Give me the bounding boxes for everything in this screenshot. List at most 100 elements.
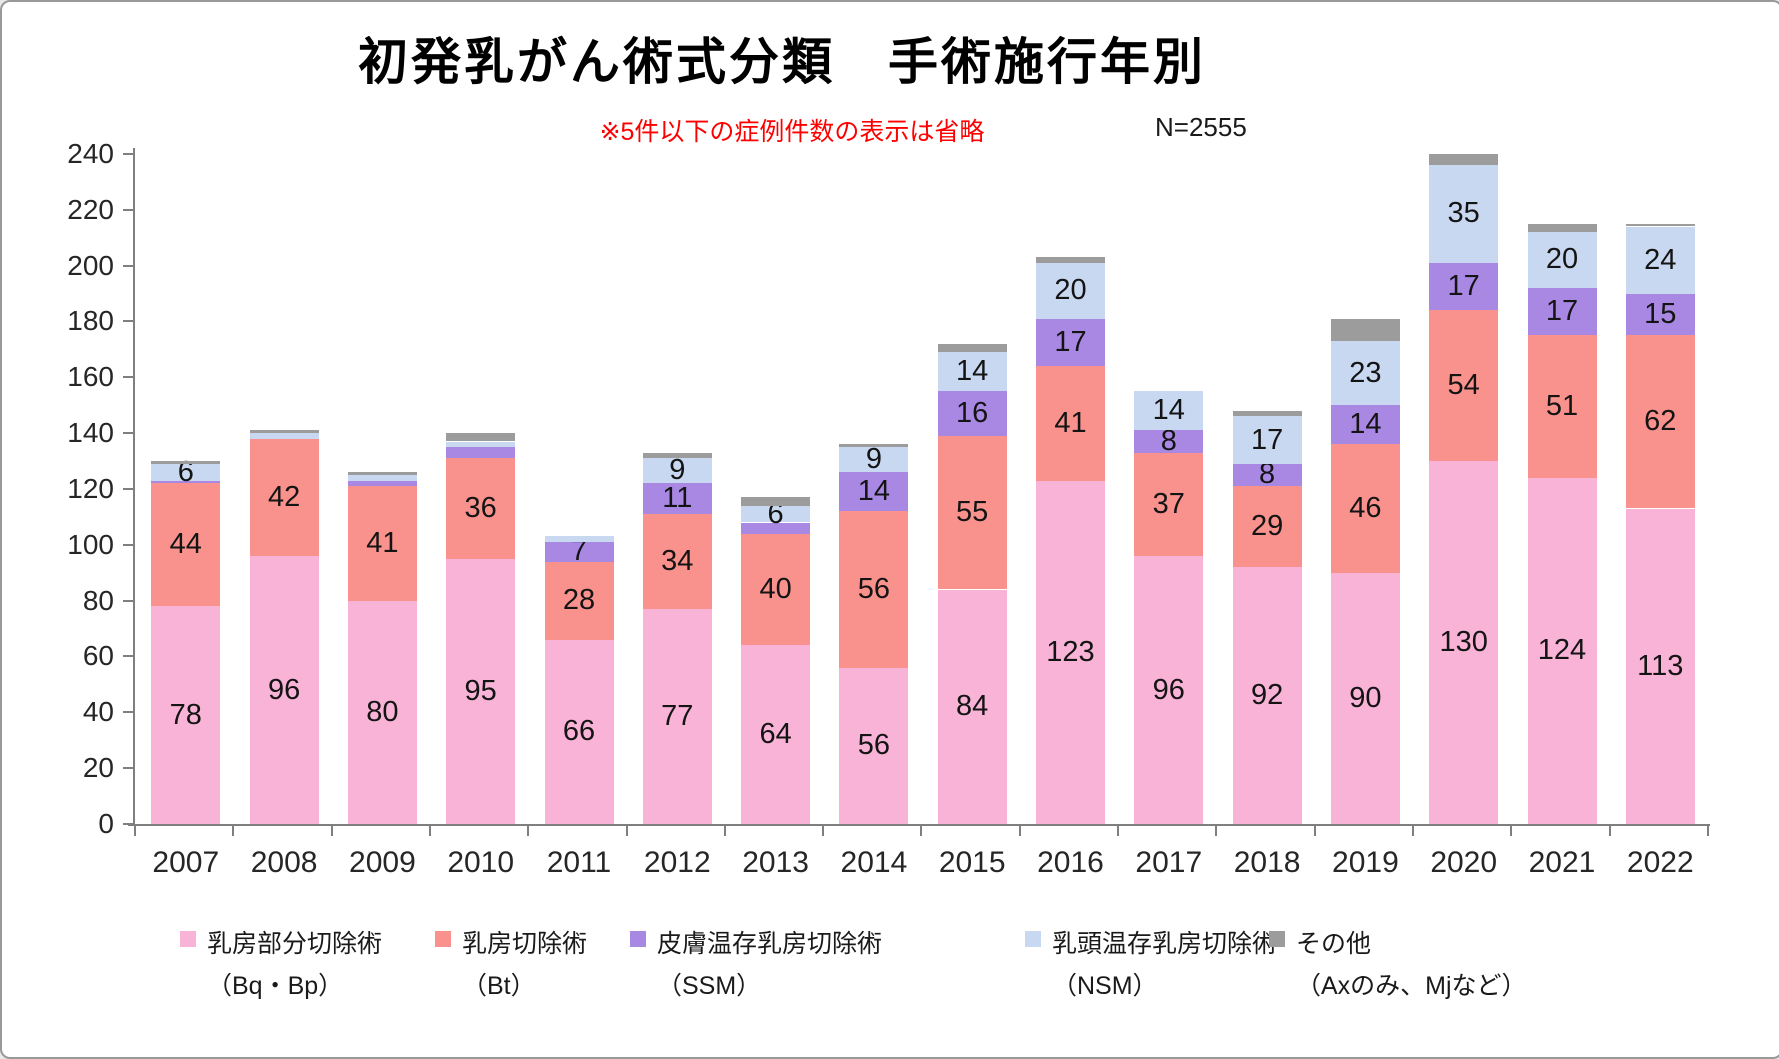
bar-segment [544, 536, 614, 542]
y-axis-tick-mark [123, 543, 133, 546]
bar-segment: 96 [249, 556, 319, 824]
x-axis-category-label: 2014 [840, 846, 908, 879]
exclusion-note: ※5件以下の症例件数の表示は省略 [599, 118, 985, 146]
segment-value-label: 20 [1545, 243, 1579, 276]
segment-value-label: 14 [1349, 408, 1382, 441]
bar-segment: 6 [741, 499, 811, 528]
bar-segment [1232, 410, 1302, 417]
x-axis-tick-mark [1706, 824, 1709, 836]
x-axis-category-label: 2022 [1626, 846, 1694, 879]
segment-value-label: 66 [562, 715, 596, 748]
legend-series-name: 皮膚温存乳房切除術 [657, 930, 883, 958]
segment-value-label: 14 [956, 355, 989, 388]
bar-segment: 16 [937, 391, 1007, 436]
legend-series-name: 乳頭温存乳房切除術 [1052, 930, 1278, 958]
bar-segment: 46 [1330, 444, 1400, 573]
segment-value-label: 17 [1054, 325, 1087, 358]
segment-value-label: 17 [1250, 423, 1284, 456]
segment-value-label: 42 [267, 480, 301, 513]
x-axis-category-label: 2020 [1430, 846, 1498, 879]
bar-segment: 41 [347, 486, 417, 601]
segment-value-label: 41 [1054, 406, 1087, 439]
bar-segment: 9 [839, 445, 909, 474]
legend-series-code: （Bq・Bp） [207, 972, 344, 1000]
legend-swatch [1025, 931, 1041, 947]
y-axis-tick-mark [123, 655, 133, 658]
bar-segment [741, 497, 811, 506]
segment-value-label: 78 [169, 698, 202, 731]
bar-segment: 34 [642, 514, 712, 609]
x-axis-category-label: 2013 [742, 846, 809, 879]
bar-segment [1429, 153, 1499, 166]
segment-value-label: 6 [177, 455, 194, 488]
x-axis-tick-mark [1411, 824, 1414, 836]
x-axis-category-label: 2021 [1528, 846, 1596, 879]
x-axis-category-label: 2009 [349, 846, 416, 879]
bar-segment: 90 [1330, 572, 1400, 824]
x-axis-tick-mark [1313, 824, 1316, 836]
y-axis-tick-mark [123, 711, 133, 714]
bar-segment: 51 [1527, 335, 1597, 478]
segment-value-label: 62 [1644, 405, 1677, 438]
x-axis-category-label: 2007 [152, 846, 220, 879]
y-axis-tick-label: 60 [82, 640, 114, 672]
x-axis-category-label: 2012 [643, 846, 711, 879]
legend-series-name: 乳房切除術 [462, 930, 588, 958]
x-axis-category-label: 2011 [546, 846, 612, 879]
segment-value-label: 20 [1054, 274, 1087, 307]
segment-value-label: 124 [1537, 634, 1587, 667]
bar-segment: 123 [1036, 480, 1105, 824]
bar-segment: 41 [1036, 366, 1105, 481]
x-axis-category-label: 2019 [1332, 846, 1399, 879]
x-axis-tick-mark [920, 824, 923, 836]
bar-segment [1036, 257, 1105, 263]
bar-segment: 113 [1625, 508, 1695, 824]
segment-value-label: 14 [1152, 394, 1185, 427]
segment-value-label: 36 [464, 491, 497, 524]
segment-value-label: 64 [759, 718, 792, 751]
bar-segment [249, 430, 319, 434]
segment-value-label: 80 [366, 695, 399, 728]
bar-segment: 14 [1134, 391, 1204, 431]
bar-segment: 56 [839, 511, 909, 668]
segment-value-label: 96 [1152, 673, 1185, 706]
x-axis-category-label: 2017 [1135, 846, 1203, 879]
segment-value-label: 37 [1152, 487, 1185, 520]
y-axis-tick-mark [123, 487, 133, 490]
legend-swatch [180, 931, 196, 947]
legend-swatch [435, 931, 451, 947]
bar-segment: 6 [151, 457, 221, 486]
y-axis-tick-label: 180 [67, 305, 114, 337]
segment-value-label: 9 [669, 454, 686, 487]
bar-segment [446, 447, 516, 459]
legend-series-code: （Axのみ、Mjなど） [1296, 972, 1527, 1000]
bar-segment: 40 [741, 533, 811, 646]
bar-segment: 84 [937, 589, 1007, 824]
segment-value-label: 113 [1637, 649, 1684, 682]
x-axis-tick-mark [1215, 824, 1218, 836]
y-axis-tick-label: 140 [67, 417, 114, 449]
segment-value-label: 11 [662, 482, 693, 515]
segment-value-label: 8 [1160, 424, 1177, 457]
segment-value-label: 95 [464, 674, 497, 707]
x-axis-tick-mark [1608, 824, 1611, 836]
legend-series-code: （Bt） [462, 972, 536, 1000]
segment-value-label: 54 [1447, 369, 1480, 402]
bar-segment: 14 [1330, 405, 1400, 445]
bar-segment: 124 [1527, 477, 1597, 824]
x-axis-tick-mark [428, 824, 431, 836]
legend-series-name: その他 [1296, 930, 1372, 958]
bar-segment: 80 [347, 600, 417, 824]
y-axis-tick-mark [123, 599, 133, 602]
segment-value-label: 77 [661, 700, 694, 732]
segment-value-label: 17 [1447, 270, 1480, 303]
segment-value-label: 92 [1250, 679, 1284, 712]
y-axis-tick-label: 240 [67, 137, 114, 169]
y-axis-tick-label: 20 [82, 752, 114, 784]
bar-segment: 9 [642, 454, 712, 487]
bar-segment: 17 [1036, 318, 1105, 367]
legend-series-name: 乳房部分切除術 [207, 930, 383, 958]
segment-value-label: 123 [1046, 635, 1095, 668]
segment-value-label: 40 [759, 572, 792, 605]
segment-value-label: 130 [1439, 626, 1488, 658]
